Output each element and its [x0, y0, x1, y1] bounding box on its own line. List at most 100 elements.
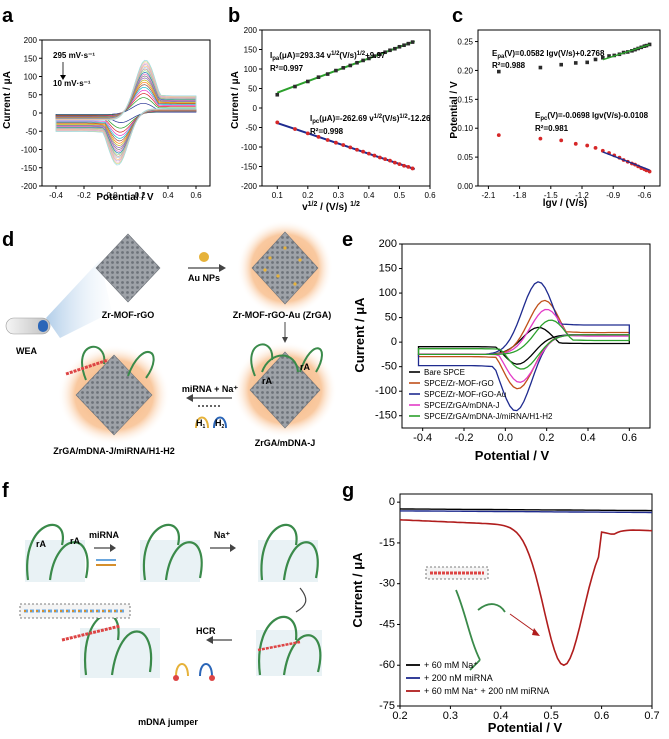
- panel-a-xlabel: Potential / V: [96, 192, 154, 203]
- a-xtick-label: 0.0: [106, 191, 118, 200]
- panel-e-label: e: [342, 229, 353, 251]
- Epa-point: [538, 65, 543, 70]
- Ipc-point: [293, 127, 297, 131]
- a-xtick-label: 0.2: [134, 191, 146, 200]
- Ipa-point: [367, 56, 371, 61]
- h2-label: H2: [215, 418, 225, 430]
- g-frame: [399, 493, 653, 707]
- panel-c-r2-2: R²=0.981: [535, 124, 569, 133]
- svg-text:rA: rA: [70, 536, 81, 546]
- jumper-4: [256, 615, 322, 676]
- a-xtick-label: 0.6: [190, 191, 202, 200]
- panel-g-legend: + 60 mM Na⁺ + 200 nM miRNA + 60 mM Na⁺ + 2…: [406, 660, 549, 696]
- panel-c-ylabel: Potential / V: [449, 81, 460, 139]
- Ipa-point: [397, 44, 402, 49]
- Epa-point: [607, 54, 611, 58]
- b-xtick-label: 0.1: [272, 191, 284, 200]
- zr-mof-rgo-octahedron: [95, 233, 161, 303]
- zrga-full-hcr-product: [65, 358, 109, 376]
- e-frame: [401, 243, 651, 429]
- b-ytick-label: -200: [241, 182, 258, 191]
- Ipa-point: [341, 66, 346, 70]
- a-ytick-label: -200: [21, 182, 38, 191]
- zrga-octahedron: [251, 231, 319, 305]
- Epc-point: [573, 141, 578, 146]
- panel-b-xlabel: v1/2 / (V/s) 1/2: [302, 201, 360, 213]
- c-xtick-label: -1.8: [513, 191, 527, 200]
- panel-f: f rA rA miRNA Na⁺ HCR: [2, 480, 322, 727]
- a-ytick-label: -100: [21, 146, 38, 155]
- g-xtick-label: 0.4: [493, 710, 508, 722]
- e-ytick-label: 150: [379, 263, 397, 275]
- b-ytick-label: -100: [241, 143, 258, 152]
- b-ytick-label: -150: [241, 163, 258, 172]
- panel-d-label: d: [2, 229, 14, 251]
- Ipc-point: [334, 140, 338, 145]
- Ipc-point: [388, 158, 392, 163]
- g-xtick-label: 0.5: [544, 710, 559, 722]
- e-ytick-label: -100: [375, 385, 397, 397]
- panel-c-eq2: Epc(V)=-0.0698 lgv(V/s)-0.0108: [535, 111, 649, 122]
- c-ytick-label: 0.25: [457, 38, 473, 47]
- jumper-2: [140, 523, 203, 582]
- panel-b-ylabel: Current / μA: [230, 71, 241, 129]
- c-xtick-label: -0.9: [606, 191, 620, 200]
- au-nps-label: Au NPs: [188, 273, 220, 283]
- panel-b: b 0.1 0.2 0.3 0.4 0.5 0.6 200 150 100 50 0 -50 -100 -…: [228, 5, 436, 213]
- Epc-point: [593, 145, 598, 150]
- e-ytick-label: 200: [379, 238, 397, 250]
- f-na-label: Na⁺: [214, 530, 231, 540]
- a-ytick-label: 50: [28, 91, 37, 100]
- legend-label: SPCE/ZrGA/mDNA-J/miRNA/H1-H2: [424, 412, 553, 421]
- e-xtick-label: 0.0: [498, 432, 513, 444]
- legend-label: SPCE/ZrGA/mDNA-J: [424, 401, 500, 410]
- a-frame: [41, 39, 211, 187]
- Epa-point: [601, 55, 605, 60]
- a-ytick-label: 100: [24, 73, 38, 82]
- panel-g-chart: 0.2 0.3 0.4 0.5 0.6 0.7 0 -15 -30 -45 -60 -75: [379, 493, 660, 722]
- jumper-3: [258, 523, 319, 582]
- jumper-1: rA rA: [25, 523, 89, 582]
- mirna-na-label: miRNA + Na⁺: [182, 384, 238, 394]
- Ipc-point: [325, 138, 330, 142]
- panel-d: d WEA Zr-MOF-rGO Au NPs Zr-MOF-rGO-Au (Z…: [2, 220, 337, 456]
- Ipc-point: [275, 120, 280, 125]
- c-ytick-label: 0.15: [457, 95, 473, 104]
- e-xtick-label: -0.4: [413, 432, 432, 444]
- zr-mof-rgo-label: Zr-MOF-rGO: [102, 310, 155, 320]
- g-ytick-label: -15: [379, 537, 395, 549]
- panel-a-chart: -0.4 -0.2 0.0 0.2 0.4 0.6 200 150 100 50 0 -50 -100 -…: [21, 36, 211, 200]
- c-ytick-label: 0.00: [457, 182, 473, 191]
- g-xtick-label: 0.3: [443, 710, 458, 722]
- b-ytick-label: 0: [253, 104, 258, 113]
- Ipa-point: [383, 50, 387, 55]
- Ipc-point: [361, 149, 366, 154]
- Ipa-point: [406, 41, 411, 46]
- legend-label: SPCE/Zr-MOF-rGO: [424, 379, 494, 388]
- panel-c-r2-1: R²=0.988: [492, 61, 526, 70]
- Ipa-point: [388, 48, 392, 53]
- Ipc-point: [383, 157, 387, 161]
- e-ytick-label: -50: [381, 361, 397, 373]
- panel-e-ylabel: Current / μA: [352, 297, 367, 373]
- Ipc-point: [410, 166, 415, 171]
- e-ytick-label: 50: [385, 312, 397, 324]
- f-arrow-3: [295, 587, 307, 613]
- f-hcr-label: HCR: [196, 626, 216, 636]
- c-xtick-label: -1.5: [544, 191, 558, 200]
- Ipa-point: [355, 60, 359, 65]
- panel-e: e -0.4 -0.2 0.0 0.2 0.4 0.6 200 150 100 50 0 -50 -10…: [342, 229, 651, 463]
- g-xtick-label: 0.7: [644, 710, 659, 722]
- Ipc-fit-line: [276, 122, 416, 171]
- g-inset-jumper: [455, 589, 506, 671]
- g-ytick-label: -60: [379, 659, 395, 671]
- dpv-+ 60 mM Na⁺: [399, 508, 652, 512]
- legend-label: + 60 mM Na⁺: [424, 660, 478, 670]
- Ipc-point: [402, 163, 406, 168]
- cv-curve-295mV: [55, 59, 197, 166]
- zrga-mdna-label: ZrGA/mDNA-J: [255, 438, 316, 448]
- f-jumper-label: mDNA jumper: [138, 717, 198, 727]
- panel-c-eq1: Epa(V)=0.0582 lgv(V/s)+0.2768: [492, 49, 605, 60]
- Epc-point: [559, 138, 564, 143]
- b-xtick-label: 0.6: [424, 191, 436, 200]
